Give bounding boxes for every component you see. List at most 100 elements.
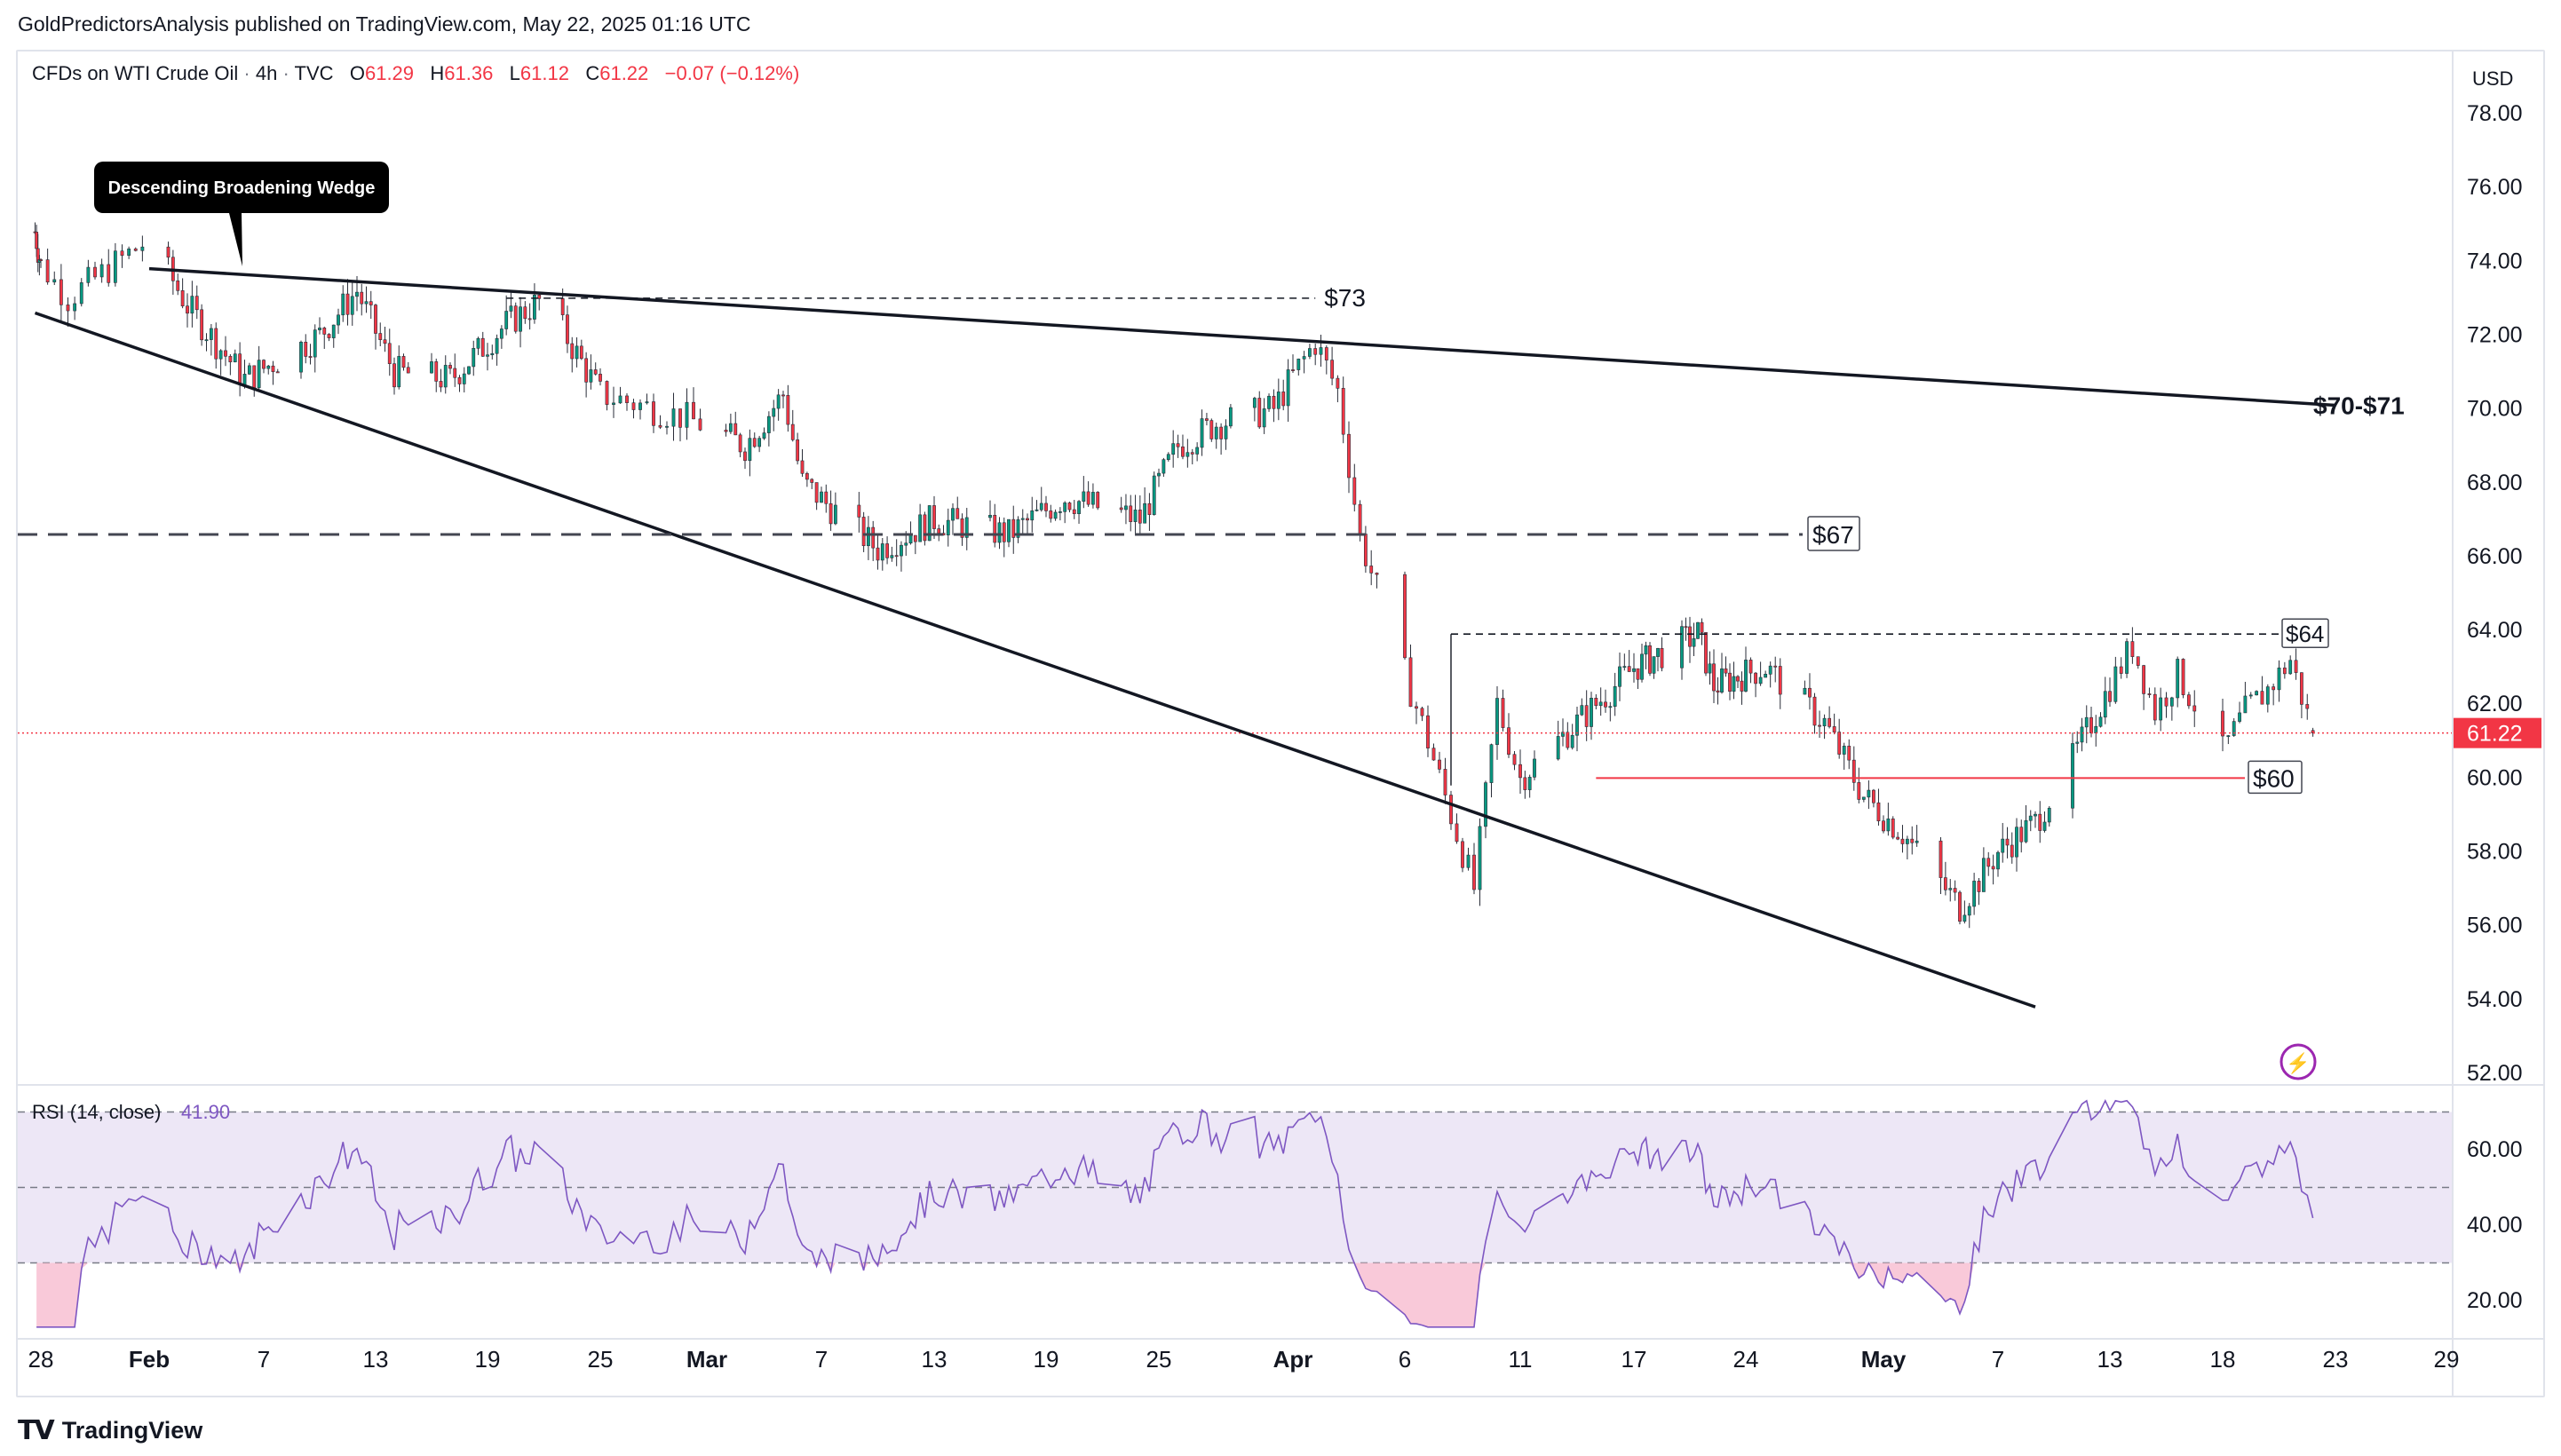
level-67-box <box>1807 516 1860 551</box>
candle-body <box>439 381 443 388</box>
candle-body <box>1209 420 1214 439</box>
candle-body <box>73 303 77 312</box>
time-tick-label: May <box>1861 1346 1907 1373</box>
candle-body <box>1489 744 1494 783</box>
candle-body <box>1832 726 1836 732</box>
symbol-legend[interactable]: CFDs on WTI Crude Oil · 4h · TVC O61.29 … <box>32 62 799 85</box>
candle-body <box>1660 647 1664 669</box>
candle-body <box>1082 491 1086 502</box>
interval-label[interactable]: 4h <box>255 62 278 84</box>
candle-body <box>1096 492 1100 509</box>
candle-body <box>519 306 522 332</box>
symbol-name[interactable]: CFDs on WTI Crude Oil <box>32 62 239 84</box>
candle-body <box>796 439 800 462</box>
candle-body <box>880 543 884 561</box>
candle-body <box>1712 663 1716 692</box>
candle-body <box>2075 741 2080 744</box>
candle-body <box>209 328 213 340</box>
candle-body <box>1696 621 1700 639</box>
candle-body <box>1133 510 1138 522</box>
candle-body <box>242 374 247 385</box>
candle-body <box>1431 748 1436 761</box>
candle-body <box>932 505 936 529</box>
candle-body <box>2080 726 2084 743</box>
candle-body <box>1561 732 1565 737</box>
time-tick-label: Mar <box>686 1346 727 1373</box>
candle-body <box>1200 418 1204 448</box>
candle-body <box>1044 502 1048 511</box>
axis-layer: USD78.0076.0074.0072.0070.0068.0066.0064… <box>18 50 2545 1397</box>
candle-body <box>1910 838 1915 843</box>
open-label: O <box>349 62 365 84</box>
candle-body <box>2305 704 2310 709</box>
candle-body <box>2232 721 2236 736</box>
candle-body <box>79 282 83 305</box>
candle-body <box>876 547 880 561</box>
candle-body <box>1754 672 1757 684</box>
candle-body <box>1594 698 1598 707</box>
candle-body <box>233 353 237 363</box>
candle-body <box>1026 518 1029 521</box>
wedge-lower-line[interactable] <box>34 311 2036 1009</box>
candle-body <box>728 423 733 432</box>
candle-body <box>190 296 194 314</box>
candle-body <box>537 295 542 299</box>
candle-body <box>1636 668 1640 680</box>
rsi-tick-label: 20.00 <box>2467 1288 2523 1313</box>
close-label: C <box>585 62 600 84</box>
candle-body <box>2098 716 2103 727</box>
candle-body <box>257 360 261 389</box>
price-tick-label: 52.00 <box>2467 1061 2523 1086</box>
candle-body <box>434 361 439 382</box>
candle-body <box>1644 645 1648 655</box>
level-73-label: $73 <box>1324 284 1366 312</box>
candle-body <box>318 328 321 330</box>
candle-body <box>1252 398 1257 408</box>
candle-body <box>1058 511 1062 513</box>
candle-body <box>523 306 527 320</box>
candle-body <box>1512 754 1517 765</box>
candle-body <box>1972 881 1977 907</box>
wedge-upper-line[interactable] <box>148 266 2336 408</box>
candle-body <box>913 534 917 542</box>
candle-body <box>1330 360 1335 379</box>
candle-body <box>2125 641 2129 674</box>
candle-body <box>1364 534 1368 566</box>
candle-body <box>322 328 327 335</box>
candle-body <box>2300 672 2303 705</box>
time-tick-label: 25 <box>588 1346 614 1373</box>
candle-body <box>1758 677 1763 684</box>
candle-body <box>2024 819 2028 843</box>
candle-body <box>599 374 602 382</box>
candle-body <box>1143 502 1147 524</box>
candle-body <box>2084 716 2089 728</box>
lightning-icon[interactable] <box>2280 1043 2317 1080</box>
candle-body <box>1403 574 1407 659</box>
candle-body <box>1778 666 1782 695</box>
candle-body <box>499 328 503 339</box>
candle-body <box>748 438 752 462</box>
candle-body <box>2028 815 2033 821</box>
candle-body <box>1002 522 1006 542</box>
candle-body <box>1341 388 1345 435</box>
candle-body <box>1091 492 1095 505</box>
candle-body <box>355 291 359 297</box>
candle-body <box>1324 347 1328 360</box>
candle-body <box>1720 668 1724 692</box>
candle-body <box>1891 818 1895 838</box>
low-value: 61.12 <box>519 62 569 84</box>
candle-body <box>1773 665 1778 668</box>
candle-body <box>2089 716 2093 733</box>
candle-body <box>997 522 1002 543</box>
candle-body <box>776 394 781 409</box>
tradingview-footer[interactable]: 𝗧𝗩 TradingView <box>18 1415 202 1446</box>
candle-body <box>908 534 913 544</box>
candle-body <box>1205 418 1209 421</box>
candle-body <box>99 264 104 278</box>
candle-body <box>1375 573 1379 575</box>
candle-body <box>1162 459 1166 474</box>
candle-body <box>472 348 476 368</box>
candle-body <box>107 264 111 283</box>
candle-body <box>1527 777 1532 790</box>
